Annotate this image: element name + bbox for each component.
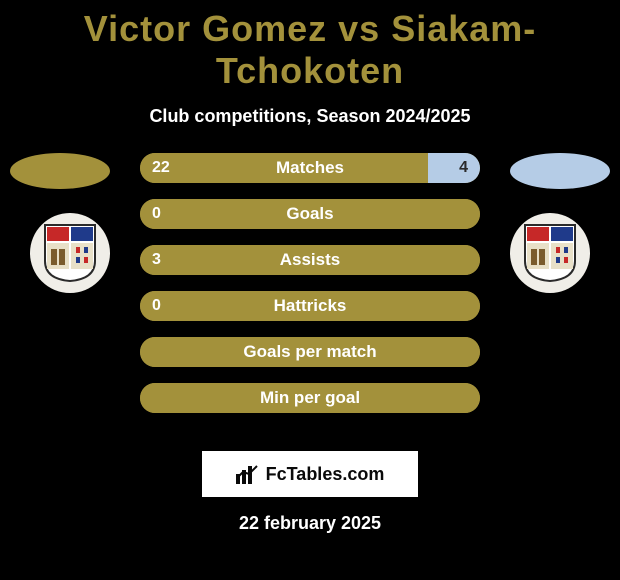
stat-label: Goals	[140, 199, 480, 229]
stat-label: Goals per match	[140, 337, 480, 367]
stat-label: Min per goal	[140, 383, 480, 413]
stat-bars: 224Matches 0Goals 3Assists 0Hattricks Goals …	[140, 153, 480, 429]
player-right-oval	[510, 153, 610, 189]
player-right-crest	[510, 213, 590, 293]
page-title: Victor Gomez vs Siakam-Tchokoten	[0, 0, 620, 92]
brand-box[interactable]: FcTables.com	[202, 451, 418, 497]
stat-label: Matches	[140, 153, 480, 183]
vs-separator: vs	[338, 8, 380, 49]
player-left-crest	[30, 213, 110, 293]
player-left-name: Victor Gomez	[84, 8, 327, 49]
club-crest-icon	[43, 223, 97, 283]
stat-bar: 0Hattricks	[140, 291, 480, 321]
stat-bar: 3Assists	[140, 245, 480, 275]
subtitle: Club competitions, Season 2024/2025	[0, 106, 620, 127]
stat-bar: Min per goal	[140, 383, 480, 413]
stat-label: Hattricks	[140, 291, 480, 321]
club-crest-icon	[523, 223, 577, 283]
stat-label: Assists	[140, 245, 480, 275]
date-label: 22 february 2025	[0, 513, 620, 534]
brand-logo-icon	[236, 464, 260, 484]
stat-bar: Goals per match	[140, 337, 480, 367]
brand-text: FcTables.com	[266, 464, 385, 485]
stat-bar: 224Matches	[140, 153, 480, 183]
comparison-panel: 224Matches 0Goals 3Assists 0Hattricks Goals …	[0, 153, 620, 443]
stat-bar: 0Goals	[140, 199, 480, 229]
player-left-oval	[10, 153, 110, 189]
